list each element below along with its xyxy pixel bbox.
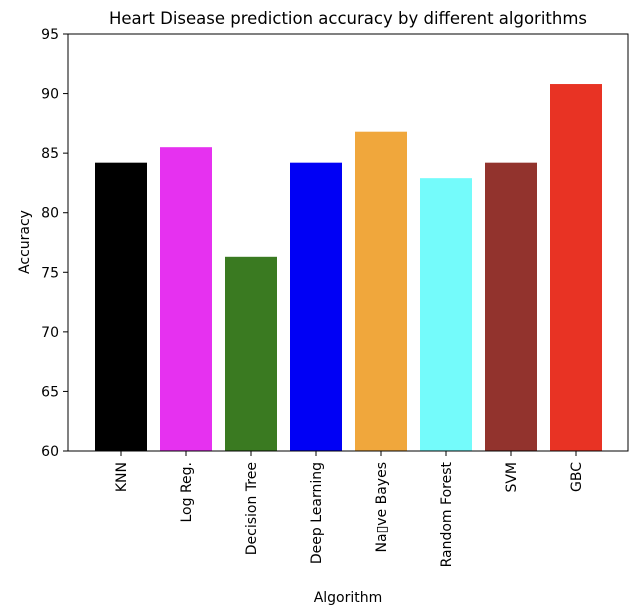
y-tick-label-7: 95 [41,27,59,43]
x-tick-label-1: Log Reg. [179,462,195,523]
y-tick-label-4: 80 [41,206,59,222]
y-axis-label: Accuracy [17,210,33,274]
y-tick-label-6: 90 [41,87,59,103]
bar-2 [225,256,277,451]
y-tick-label-2: 70 [41,325,59,341]
x-tick-label-3: Deep Learning [309,462,325,564]
x-axis-label: Algorithm [314,590,383,606]
x-tick-label-6: SVM [504,462,520,493]
plot-frame [67,33,629,452]
bars-group [95,84,602,452]
bar-6 [485,162,537,451]
bar-3 [290,162,342,451]
x-tick-label-7: GBC [569,462,585,492]
bar-1 [160,147,212,451]
chart-title: Heart Disease prediction accuracy by dif… [109,9,587,28]
x-tick-label-5: Random Forest [439,462,455,568]
bar-0 [95,162,147,451]
x-tick-label-4: Na▯ve Bayes [374,462,390,552]
x-tick-label-2: Decision Tree [244,462,260,555]
bar-5 [420,178,472,452]
y-axis: 60 65 70 75 80 85 90 95 [41,27,68,460]
y-tick-label-3: 75 [41,265,59,281]
y-tick-label-1: 65 [41,384,59,400]
x-axis: KNN Log Reg. Decision Tree Deep Learning Na▯… [114,451,585,567]
y-tick-label-0: 60 [41,444,59,460]
bar-7 [550,84,602,451]
bar-4 [355,131,407,451]
x-tick-label-0: KNN [114,462,130,492]
y-tick-label-5: 85 [41,146,59,162]
